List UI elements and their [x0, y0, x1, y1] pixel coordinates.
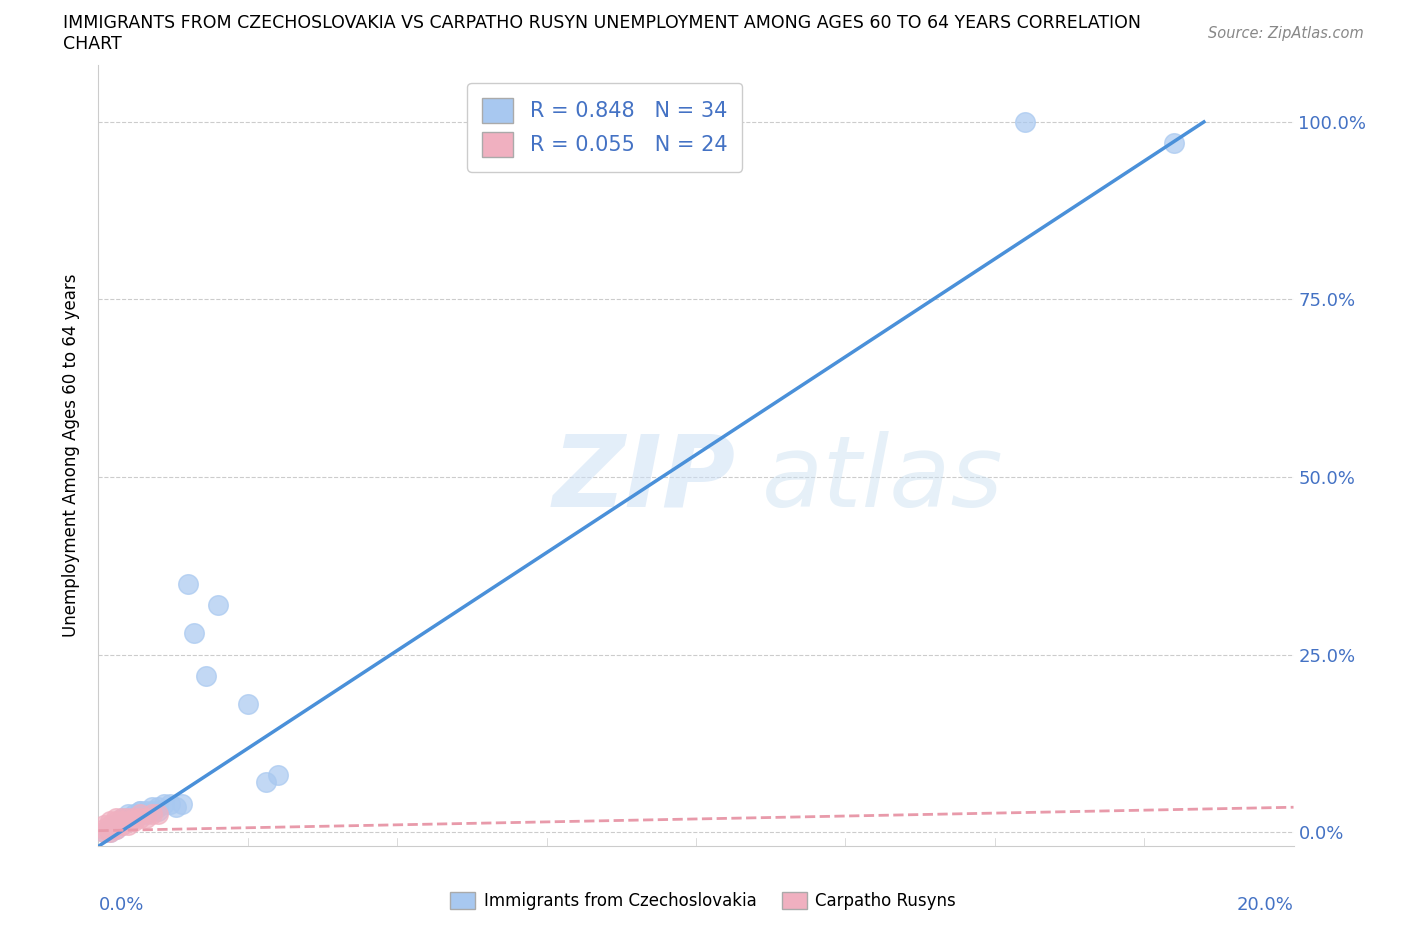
Point [105, 817, 128, 832]
Point [98, 814, 122, 829]
Point [195, 669, 218, 684]
Point [117, 810, 139, 825]
Point [141, 807, 163, 822]
Point [153, 796, 176, 811]
Point [124, 814, 146, 829]
Point [93, 817, 115, 832]
Point [98, 825, 122, 840]
Point [148, 800, 170, 815]
Point [93, 821, 115, 836]
Point [129, 804, 152, 818]
Point [111, 810, 134, 825]
Text: IMMIGRANTS FROM CZECHOSLOVAKIA VS CARPATHO RUSYN UNEMPLOYMENT AMONG AGES 60 TO 6: IMMIGRANTS FROM CZECHOSLOVAKIA VS CARPAT… [63, 14, 1142, 32]
Point [141, 800, 163, 815]
Point [148, 807, 170, 822]
Point [93, 825, 115, 840]
Point [111, 814, 134, 829]
Point [93, 825, 115, 840]
Point [105, 817, 128, 832]
Point [105, 814, 128, 829]
Point [1014, 114, 1036, 129]
Text: Source: ZipAtlas.com: Source: ZipAtlas.com [1208, 26, 1364, 41]
Point [98, 825, 122, 840]
Point [124, 807, 146, 822]
Point [111, 817, 134, 832]
Text: 20.0%: 20.0% [1237, 896, 1294, 914]
Point [111, 810, 134, 825]
Point [105, 821, 128, 836]
Point [1163, 136, 1185, 151]
Legend: R = 0.848   N = 34, R = 0.055   N = 24: R = 0.848 N = 34, R = 0.055 N = 24 [467, 84, 742, 172]
Point [129, 807, 152, 822]
Point [98, 821, 122, 836]
Point [105, 810, 128, 825]
Point [159, 796, 181, 811]
Point [129, 804, 152, 818]
Point [98, 817, 122, 832]
Point [117, 817, 139, 832]
Point [148, 804, 170, 818]
Point [172, 796, 194, 811]
Point [124, 810, 146, 825]
Point [135, 807, 157, 822]
Point [105, 821, 128, 836]
Text: atlas: atlas [762, 431, 1004, 527]
Point [135, 804, 157, 818]
Point [124, 810, 146, 825]
Text: ZIP: ZIP [553, 431, 735, 527]
Point [98, 821, 122, 836]
Text: CHART: CHART [63, 35, 122, 53]
Point [111, 814, 134, 829]
Point [135, 810, 157, 825]
Legend: Immigrants from Czechoslovakia, Carpatho Rusyns: Immigrants from Czechoslovakia, Carpatho… [444, 885, 962, 917]
Point [111, 817, 134, 832]
Point [165, 800, 187, 815]
Y-axis label: Unemployment Among Ages 60 to 64 years: Unemployment Among Ages 60 to 64 years [62, 274, 80, 637]
Point [141, 804, 163, 818]
Point [177, 576, 200, 591]
Point [183, 626, 205, 641]
Point [267, 768, 290, 783]
Point [117, 810, 139, 825]
Point [105, 817, 128, 832]
Point [117, 807, 139, 822]
Point [207, 597, 229, 612]
Point [254, 775, 277, 790]
Text: 0.0%: 0.0% [98, 896, 143, 914]
Point [236, 697, 259, 711]
Point [129, 810, 152, 825]
Point [117, 814, 139, 829]
